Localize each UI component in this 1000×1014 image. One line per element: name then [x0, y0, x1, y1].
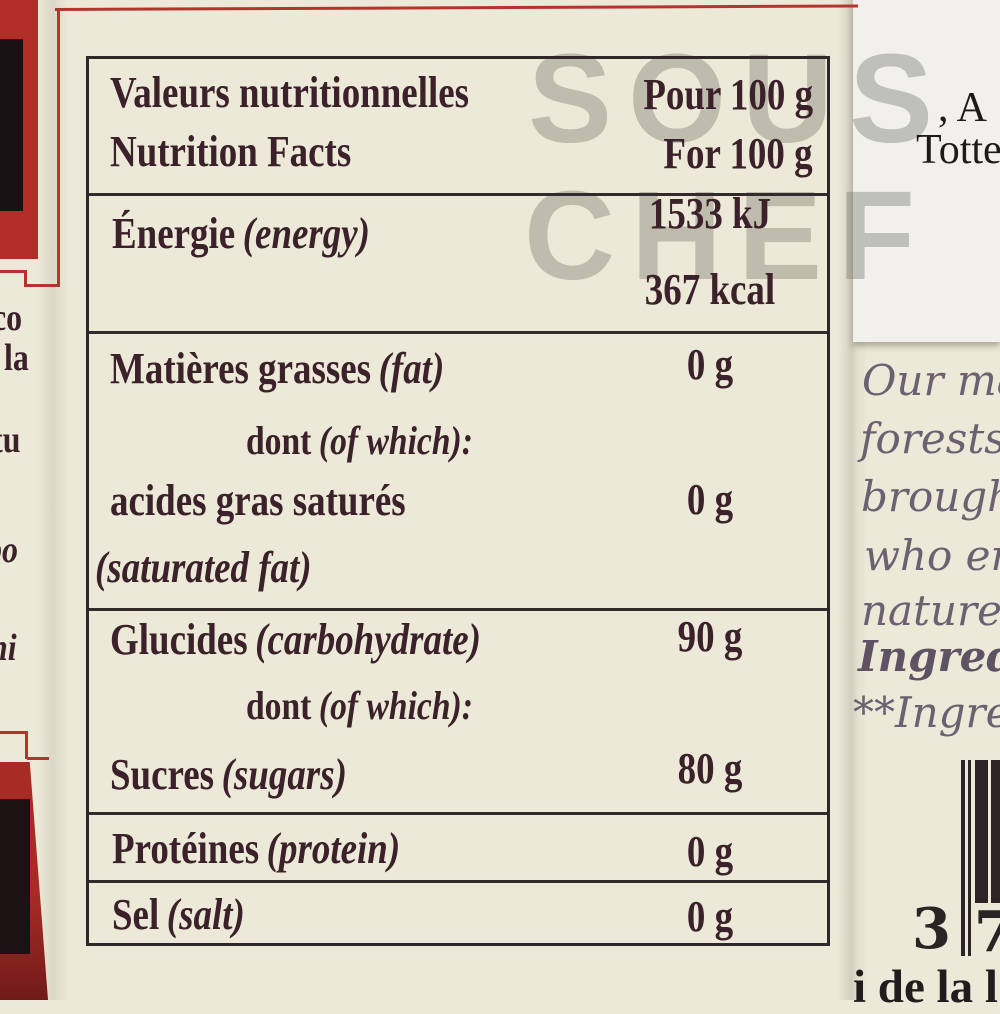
left-fragment-2: la — [4, 337, 29, 379]
watermark-line-2: CHEF — [524, 165, 931, 306]
bottom-cutoff-text: i de la l — [853, 961, 998, 1013]
saturated-fat-label-fr: acides gras saturés — [110, 476, 406, 525]
ingredients-heading: Ingredie — [858, 632, 1000, 681]
left-fragment-4: bo — [0, 529, 18, 571]
fat-value: 0 g — [686, 340, 734, 389]
protein-value: 0 g — [686, 827, 734, 876]
red-pinstripe-corner-h1 — [25, 284, 60, 287]
red-pinstripe-corner-v2 — [24, 272, 27, 287]
row-separator — [89, 193, 827, 196]
adjacent-panel-red-band-bottom — [0, 762, 48, 1000]
barcode-bar — [991, 760, 1000, 903]
sugars-value: 80 g — [677, 744, 743, 793]
per-100g-en: For 100 g — [663, 129, 813, 178]
fat-label: Matières grasses (fat) — [110, 344, 445, 393]
row-separator — [89, 331, 827, 334]
energy-label: Énergie (energy) — [112, 209, 370, 258]
energy-kj-value: 1533 kJ — [648, 189, 772, 238]
left-fragment-1: aco — [0, 297, 23, 339]
watermark-line-1: SOUS — [528, 28, 950, 169]
carbohydrate-value: 90 g — [677, 612, 743, 661]
barcode-guard-bar — [968, 760, 971, 956]
per-100g-fr: Pour 100 g — [643, 70, 813, 119]
red-pinstripe-bottom-h1 — [0, 731, 27, 734]
left-fragment-5: ni — [0, 627, 17, 669]
right-panel-line-4: who ens — [864, 531, 1000, 580]
protein-label: Protéines (protein) — [112, 824, 401, 873]
right-panel-line-1: Our map — [862, 356, 1000, 405]
table-title-en: Nutrition Facts — [110, 127, 352, 176]
table-title-fr: Valeurs nutritionnelles — [110, 68, 470, 117]
label-fold-shadow-left — [38, 0, 68, 1000]
watermark: SOUS CHEF — [524, 28, 950, 304]
barcode-digit-left: 3 — [912, 896, 951, 962]
red-pinstripe-corner-h2 — [0, 270, 27, 273]
energy-kcal-value: 367 kcal — [644, 265, 776, 314]
left-fragment-3: rtu — [0, 419, 21, 461]
row-separator — [89, 812, 827, 815]
saturated-fat-label-en: (saturated fat) — [95, 543, 312, 592]
right-panel-line-2: forests — [860, 414, 1000, 463]
saturated-fat-value: 0 g — [686, 475, 734, 524]
salt-value: 0 g — [686, 892, 734, 941]
red-pinstripe-top — [54, 4, 858, 11]
address-card-line-2: Totte — [916, 127, 1000, 173]
fat-of-which-label: dont (of which): — [246, 418, 473, 463]
row-separator — [89, 608, 827, 611]
barcode-digit-right: 7 — [974, 899, 1000, 965]
adjacent-panel-dark-area-bottom — [0, 799, 30, 954]
red-pinstripe-bottom-v — [25, 731, 28, 759]
ingredients-note: **Ingred — [853, 688, 1000, 737]
adjacent-panel-dark-area-top — [0, 39, 23, 211]
barcode-guard-bar — [961, 760, 965, 956]
barcode-bar — [975, 760, 988, 903]
address-card-line-1: , A — [938, 85, 988, 131]
right-panel-line-5: nature d — [861, 586, 1000, 635]
red-pinstripe-left-vertical — [57, 9, 60, 286]
sugars-label: Sucres (sugars) — [110, 750, 347, 799]
red-pinstripe-bottom-h2 — [27, 757, 49, 760]
salt-label: Sel (salt) — [112, 890, 245, 939]
nutrition-table: Valeurs nutritionnelles Nutrition Facts … — [86, 56, 830, 946]
address-card — [853, 0, 1000, 342]
adjacent-panel-red-band-top — [0, 0, 38, 259]
carb-of-which-label: dont (of which): — [246, 683, 473, 728]
right-panel-line-3: brought — [861, 472, 1000, 521]
carbohydrate-label: Glucides (carbohydrate) — [110, 615, 481, 664]
row-separator — [89, 880, 827, 883]
